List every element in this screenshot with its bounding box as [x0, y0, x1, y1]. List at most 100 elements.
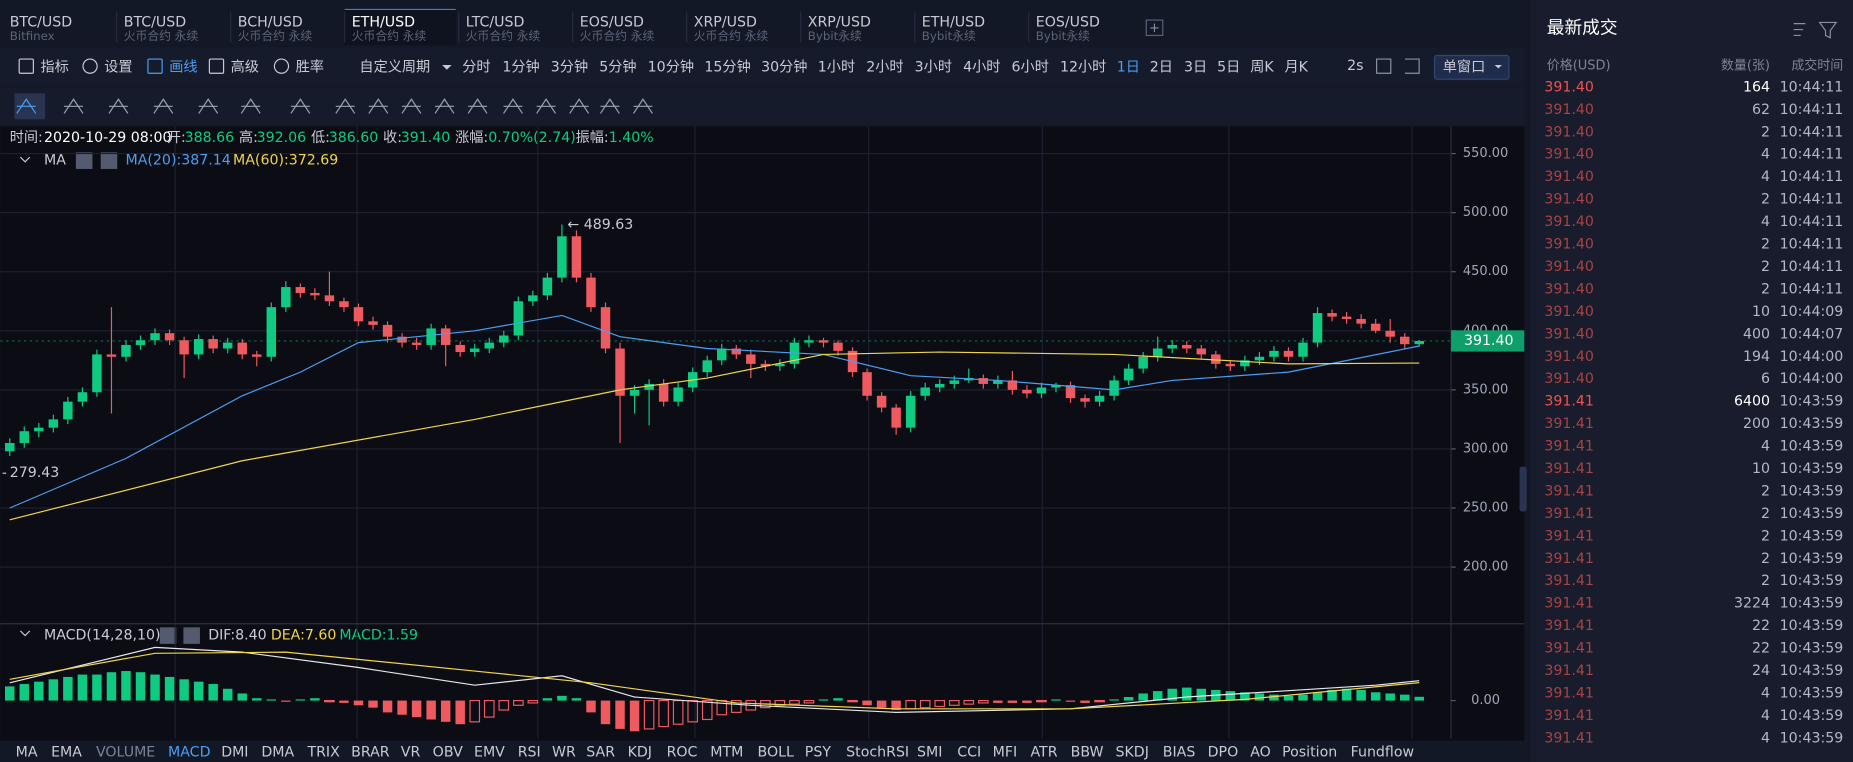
close-icon[interactable]: [183, 627, 200, 644]
period[interactable]: 3小时: [915, 59, 952, 75]
draw-tool-icon[interactable]: [434, 98, 455, 114]
tab-source[interactable]: 火币合约 永续: [694, 29, 769, 43]
window-mode-button[interactable]: [1433, 54, 1510, 80]
draw-tool-icon[interactable]: [335, 98, 356, 114]
period[interactable]: 5日: [1217, 59, 1240, 75]
trades-icons[interactable]: [1793, 21, 1838, 39]
tab-source[interactable]: 火币合约 永续: [238, 29, 313, 43]
indicator[interactable]: VOLUME: [96, 745, 155, 761]
refresh-rate[interactable]: 2s: [1347, 58, 1363, 74]
period[interactable]: 4小时: [963, 59, 1000, 75]
draw-tool-icon[interactable]: [153, 98, 174, 114]
period[interactable]: 3日: [1184, 59, 1207, 75]
add-tab[interactable]: [1145, 19, 1164, 37]
collapse-carets[interactable]: [19, 156, 31, 637]
draw-tool-icon[interactable]: [569, 98, 590, 114]
indicator[interactable]: EMV: [474, 745, 505, 761]
tab-pair[interactable]: BTC/USD: [10, 14, 73, 30]
period[interactable]: 10分钟: [648, 58, 694, 75]
period[interactable]: 5分钟: [599, 58, 636, 75]
tab-source[interactable]: Bybit永续: [1036, 29, 1090, 43]
indicator[interactable]: PSY: [805, 745, 832, 761]
draw-tool-icon[interactable]: [198, 98, 219, 114]
period[interactable]: 月K: [1284, 59, 1308, 75]
period[interactable]: 2日: [1150, 59, 1173, 75]
close-icon[interactable]: [100, 152, 118, 169]
tab-source[interactable]: 火币合约 永续: [352, 29, 427, 43]
period[interactable]: 1小时: [818, 59, 855, 75]
draw-tool-icon[interactable]: [108, 98, 129, 114]
indicator[interactable]: OBV: [433, 745, 463, 761]
period[interactable]: 15分钟: [704, 58, 750, 75]
collapse-handle[interactable]: [1519, 466, 1527, 512]
draw-tool-icon[interactable]: [240, 98, 261, 114]
indicator[interactable]: DMI: [221, 745, 248, 761]
indicator[interactable]: BBW: [1071, 745, 1104, 761]
tab-pair[interactable]: BTC/USD: [124, 14, 187, 30]
tool[interactable]: 胜率: [296, 58, 324, 75]
indicator[interactable]: Fundflow: [1351, 745, 1414, 761]
indicator[interactable]: DMA: [261, 745, 294, 761]
window-mode[interactable]: 单窗口: [1443, 58, 1485, 75]
tab-pair[interactable]: LTC/USD: [466, 14, 525, 30]
period[interactable]: 2小时: [866, 59, 903, 75]
tab-pair[interactable]: XRP/USD: [694, 14, 757, 30]
draw-tool-icon[interactable]: [401, 98, 422, 114]
tool[interactable]: 画线: [169, 59, 197, 75]
period[interactable]: 6小时: [1012, 59, 1049, 75]
indicator[interactable]: VR: [401, 745, 421, 761]
draw-tool-icon[interactable]: [368, 98, 389, 114]
indicator[interactable]: SKDJ: [1116, 745, 1149, 761]
settings-icon[interactable]: [75, 152, 93, 169]
tab-pair[interactable]: BCH/USD: [238, 14, 303, 30]
draw-tool-icon[interactable]: [536, 98, 557, 114]
draw-tool-icon[interactable]: [16, 98, 37, 114]
tab-source[interactable]: Bitfinex: [10, 29, 55, 43]
indicator[interactable]: Position: [1282, 745, 1337, 761]
tab-pair[interactable]: EOS/USD: [580, 14, 644, 30]
indicator[interactable]: ROC: [667, 745, 698, 761]
tool[interactable]: 高级: [231, 58, 259, 75]
draw-tool-icon[interactable]: [467, 98, 488, 114]
indicator[interactable]: DPO: [1208, 745, 1239, 761]
settings-icon[interactable]: [159, 627, 177, 644]
tab-pair[interactable]: XRP/USD: [808, 14, 871, 30]
indicator[interactable]: MACD: [168, 745, 211, 761]
fullscreen-icons[interactable]: [1376, 58, 1420, 74]
tab-source[interactable]: Bybit永续: [808, 29, 862, 43]
indicator[interactable]: SAR: [586, 745, 615, 761]
period[interactable]: 12小时: [1060, 59, 1106, 75]
period[interactable]: 分时: [462, 59, 490, 75]
period[interactable]: 1日: [1117, 59, 1140, 75]
indicator[interactable]: MTM: [710, 745, 743, 761]
indicator[interactable]: StochRSI: [846, 745, 909, 761]
indicator[interactable]: SMI: [917, 745, 942, 761]
period[interactable]: 1分钟: [502, 58, 539, 75]
custom-period[interactable]: 自定义周期: [359, 59, 430, 75]
tab-pair[interactable]: ETH/USD: [352, 14, 415, 30]
indicator[interactable]: MFI: [993, 745, 1018, 761]
tab-pair[interactable]: ETH/USD: [922, 14, 985, 30]
indicator[interactable]: AO: [1250, 745, 1271, 761]
tool[interactable]: 设置: [104, 59, 132, 75]
indicator[interactable]: CCI: [957, 745, 981, 761]
indicator[interactable]: WR: [552, 745, 576, 761]
indicator[interactable]: RSI: [518, 745, 541, 761]
draw-tool-icon[interactable]: [63, 98, 84, 114]
tab-source[interactable]: 火币合约 永续: [466, 29, 541, 43]
indicator[interactable]: TRIX: [306, 745, 340, 761]
indicator[interactable]: EMA: [51, 745, 82, 761]
indicator[interactable]: BOLL: [758, 745, 794, 761]
period[interactable]: 3分钟: [551, 58, 588, 75]
tab-pair[interactable]: EOS/USD: [1036, 14, 1100, 30]
indicator[interactable]: BIAS: [1163, 745, 1196, 761]
period[interactable]: 30分钟: [761, 58, 807, 75]
tab-source[interactable]: 火币合约 永续: [124, 29, 199, 43]
tool[interactable]: 指标: [40, 59, 68, 75]
indicator[interactable]: MA: [16, 745, 38, 761]
tab-source[interactable]: 火币合约 永续: [580, 29, 655, 43]
indicator[interactable]: ATR: [1030, 745, 1057, 761]
indicator[interactable]: BRAR: [351, 745, 390, 761]
indicator[interactable]: KDJ: [628, 745, 652, 761]
draw-tool-icon[interactable]: [503, 98, 523, 114]
